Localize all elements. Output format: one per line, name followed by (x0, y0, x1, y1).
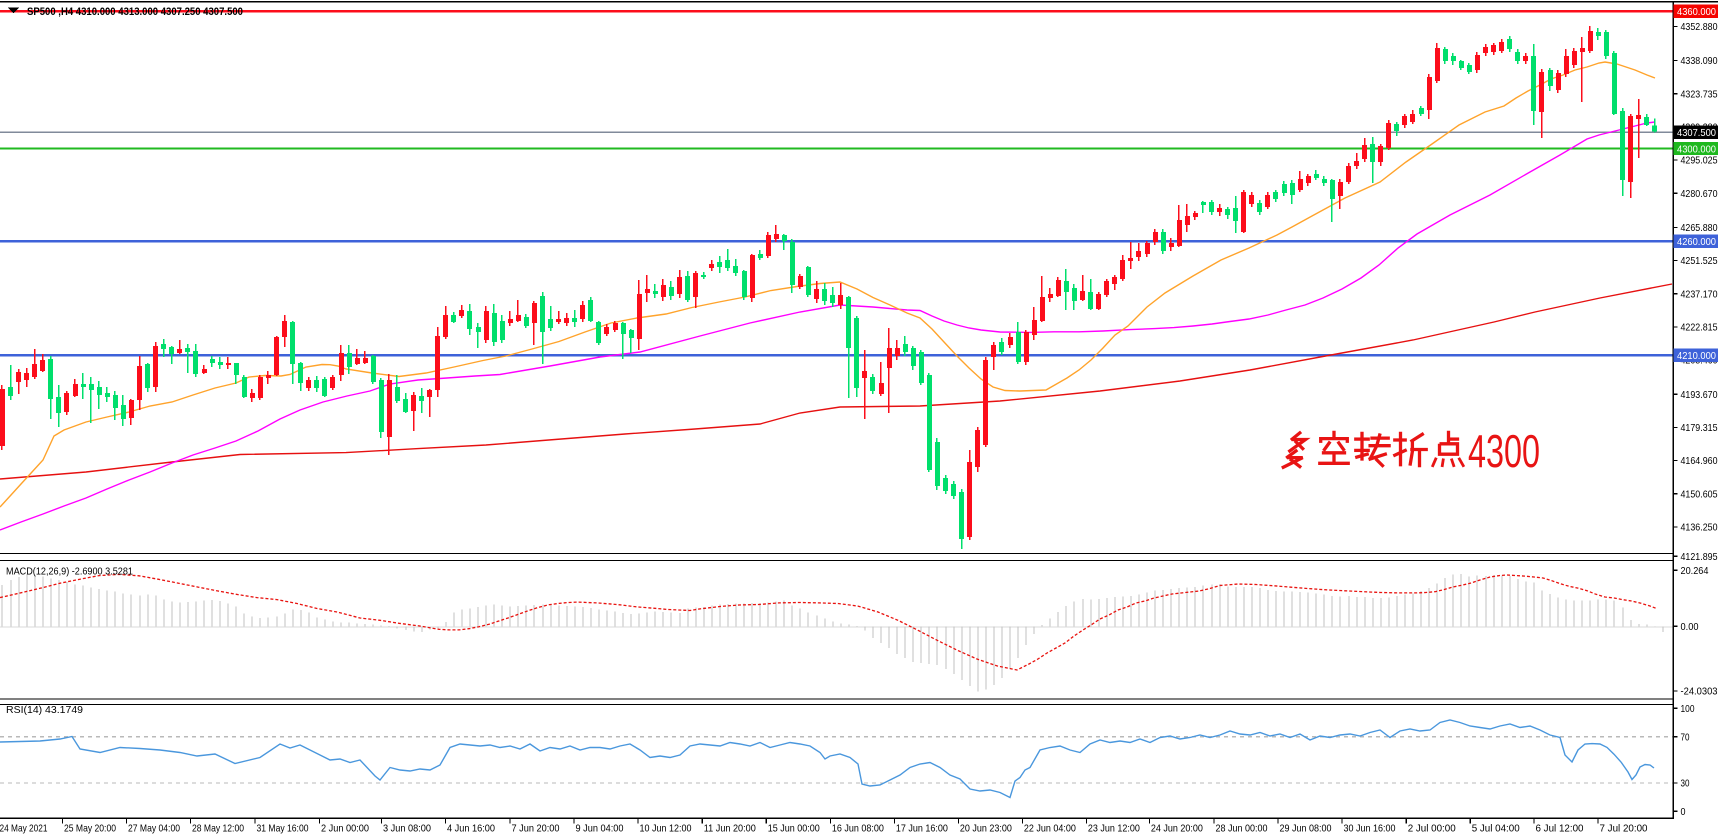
svg-text:20.264: 20.264 (1681, 565, 1709, 577)
svg-text:4251.525: 4251.525 (1681, 255, 1718, 267)
svg-text:10 Jun 12:00: 10 Jun 12:00 (640, 823, 692, 835)
svg-text:4300: 4300 (1468, 425, 1540, 477)
svg-text:4164.960: 4164.960 (1681, 455, 1718, 467)
svg-text:16 Jun 08:00: 16 Jun 08:00 (832, 823, 884, 835)
svg-text:4260.000: 4260.000 (1677, 236, 1716, 248)
svg-text:0.00: 0.00 (1681, 621, 1699, 633)
svg-text:30: 30 (1681, 778, 1690, 790)
svg-text:100: 100 (1681, 703, 1695, 715)
svg-text:4265.880: 4265.880 (1681, 222, 1718, 234)
svg-text:29 Jun 08:00: 29 Jun 08:00 (1280, 823, 1332, 835)
svg-text:4222.815: 4222.815 (1681, 322, 1718, 334)
svg-text:0: 0 (1681, 806, 1686, 818)
svg-text:22 Jun 04:00: 22 Jun 04:00 (1024, 823, 1076, 835)
svg-text:MACD(12,26,9) -2.6900 3.5281: MACD(12,26,9) -2.6900 3.5281 (6, 566, 133, 578)
svg-text:4121.895: 4121.895 (1681, 551, 1718, 563)
svg-text:4179.315: 4179.315 (1681, 422, 1718, 434)
svg-text:24 Jun 20:00: 24 Jun 20:00 (1151, 823, 1203, 835)
svg-text:17 Jun 16:00: 17 Jun 16:00 (896, 823, 948, 835)
svg-text:2 Jul 00:00: 2 Jul 00:00 (1408, 823, 1456, 835)
svg-text:27 May 04:00: 27 May 04:00 (128, 823, 180, 835)
svg-text:4210.000: 4210.000 (1677, 350, 1716, 362)
svg-text:4193.670: 4193.670 (1681, 389, 1718, 401)
svg-text:2 Jun 00:00: 2 Jun 00:00 (321, 823, 369, 835)
svg-text:7 Jul 20:00: 7 Jul 20:00 (1600, 823, 1648, 835)
svg-text:4307.500: 4307.500 (1677, 127, 1716, 139)
svg-text:9 Jun 04:00: 9 Jun 04:00 (576, 823, 624, 835)
svg-text:11 Jun 20:00: 11 Jun 20:00 (704, 823, 756, 835)
svg-text:7 Jun 20:00: 7 Jun 20:00 (512, 823, 560, 835)
svg-text:30 Jun 16:00: 30 Jun 16:00 (1344, 823, 1396, 835)
svg-text:25 May 20:00: 25 May 20:00 (64, 823, 116, 835)
svg-text:4338.090: 4338.090 (1681, 55, 1718, 67)
svg-text:4360.000: 4360.000 (1677, 6, 1716, 18)
svg-text:5 Jul 04:00: 5 Jul 04:00 (1472, 823, 1520, 835)
svg-text:4300.000: 4300.000 (1677, 143, 1716, 155)
svg-text:4150.605: 4150.605 (1681, 488, 1718, 500)
svg-text:-24.0303: -24.0303 (1681, 686, 1718, 698)
svg-text:28 May 12:00: 28 May 12:00 (192, 823, 244, 835)
svg-text:4352.880: 4352.880 (1681, 21, 1718, 33)
svg-text:70: 70 (1681, 731, 1690, 743)
svg-text:4295.025: 4295.025 (1681, 155, 1718, 167)
svg-text:20 Jun 23:00: 20 Jun 23:00 (960, 823, 1012, 835)
svg-text:SP500 ,H4 4310.000 4313.000 4: SP500 ,H4 4310.000 4313.000 4307.250 430… (27, 6, 243, 18)
svg-text:4136.250: 4136.250 (1681, 522, 1718, 534)
svg-text:28 Jun 00:00: 28 Jun 00:00 (1216, 823, 1268, 835)
svg-text:4323.735: 4323.735 (1681, 88, 1718, 100)
svg-text:3 Jun 08:00: 3 Jun 08:00 (383, 823, 431, 835)
svg-text:15 Jun 00:00: 15 Jun 00:00 (768, 823, 820, 835)
svg-text:31 May 16:00: 31 May 16:00 (257, 823, 309, 835)
svg-text:4237.170: 4237.170 (1681, 288, 1718, 300)
svg-text:6 Jul 12:00: 6 Jul 12:00 (1536, 823, 1584, 835)
svg-text:RSI(14) 43.1749: RSI(14) 43.1749 (6, 704, 83, 716)
svg-text:24 May 2021: 24 May 2021 (0, 823, 48, 835)
svg-text:23 Jun 12:00: 23 Jun 12:00 (1088, 823, 1140, 835)
svg-text:4 Jun 16:00: 4 Jun 16:00 (447, 823, 495, 835)
svg-text:4280.670: 4280.670 (1681, 188, 1718, 200)
